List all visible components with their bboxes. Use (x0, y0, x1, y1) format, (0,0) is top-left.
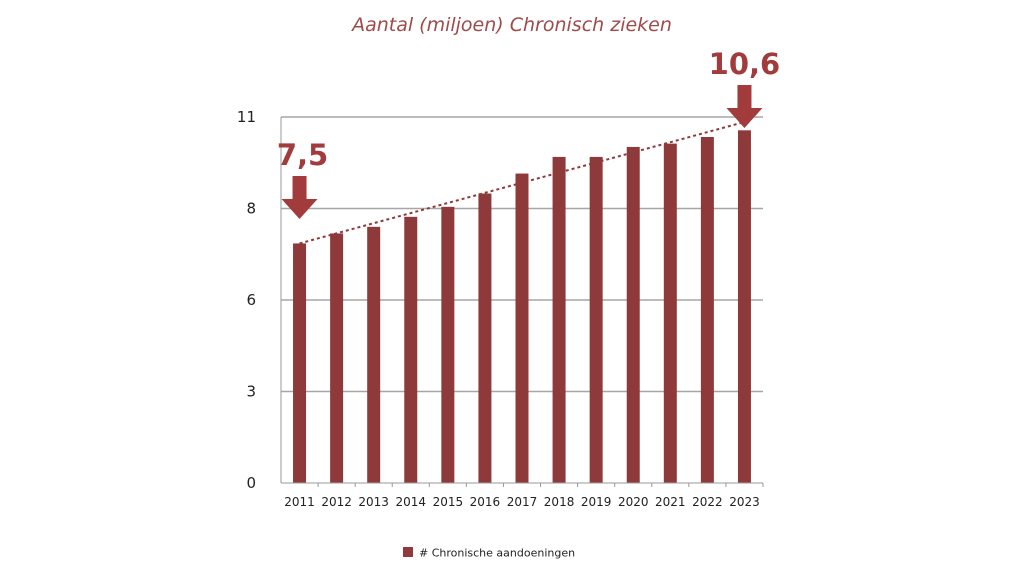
bars (293, 130, 751, 484)
bar-2019 (589, 156, 603, 483)
x-tick-label: 2018 (544, 495, 575, 509)
x-tick-label: 2022 (692, 495, 723, 509)
annotations: 7,5 10,6 (277, 47, 780, 219)
bar-2011 (293, 243, 307, 483)
y-tick-label: 3 (246, 383, 256, 401)
bar-2012 (330, 233, 344, 483)
x-tick-label: 2015 (433, 495, 464, 509)
bar-2021 (663, 143, 677, 484)
bar-2023 (737, 130, 751, 484)
x-tick-label: 2017 (507, 495, 538, 509)
x-tick-label: 2016 (470, 495, 501, 509)
trendline (299, 121, 745, 245)
bar-2022 (700, 136, 714, 484)
x-tick-label: 2019 (581, 495, 612, 509)
callout-value: 10,6 (709, 47, 781, 81)
x-tick-label: 2023 (729, 495, 760, 509)
bar-2013 (367, 226, 381, 484)
down-arrow-icon (726, 85, 763, 128)
bar-2016 (478, 193, 492, 483)
legend: # Chronische aandoeningen (403, 547, 575, 560)
x-tick-label: 2013 (358, 495, 389, 509)
x-tick-label: 2012 (321, 495, 352, 509)
trendline-path (299, 121, 745, 245)
bar-2014 (404, 216, 418, 483)
x-tick-label: 2021 (655, 495, 686, 509)
y-tick-label: 11 (237, 108, 256, 126)
axes: 0 3 6 8 11 2011 2012 2013 2014 2015 2016 2017 2018 20… (237, 108, 764, 509)
x-tick-label: 2014 (395, 495, 426, 509)
bar-2017 (515, 173, 529, 483)
bar-2020 (626, 146, 640, 484)
callout-value: 7,5 (277, 138, 328, 172)
bar-2018 (552, 156, 566, 483)
down-arrow-icon (281, 176, 318, 219)
legend-label: # Chronische aandoeningen (419, 547, 575, 560)
y-tick-label: 8 (246, 200, 256, 218)
y-tick-label: 6 (246, 291, 256, 309)
y-tick-label: 0 (246, 474, 256, 492)
chart-title: Aantal (miljoen) Chronisch zieken (352, 14, 672, 36)
x-tick-label: 2011 (284, 495, 315, 509)
bar-2015 (441, 206, 455, 483)
legend-swatch (403, 547, 413, 557)
x-tick-label: 2020 (618, 495, 649, 509)
